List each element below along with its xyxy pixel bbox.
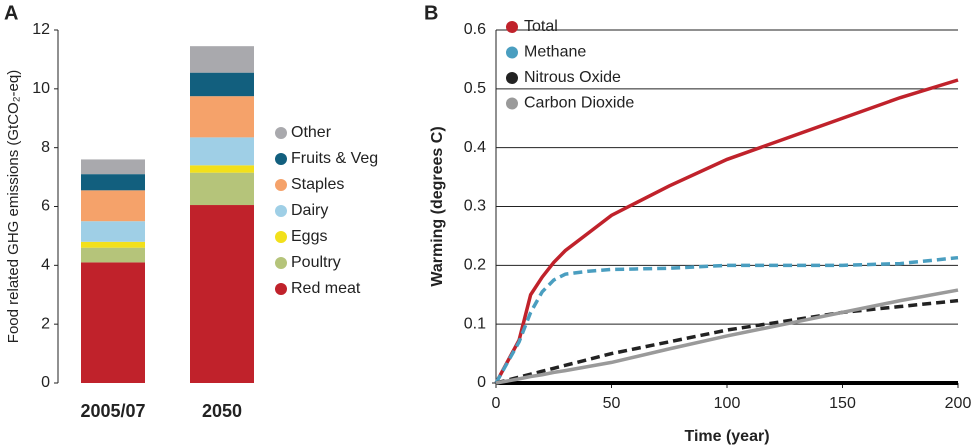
bar-segment	[81, 262, 145, 383]
legend-marker	[275, 205, 287, 217]
legend-label: Other	[291, 124, 332, 141]
y-tick-label: 0.1	[464, 315, 486, 332]
legend-marker	[275, 153, 287, 165]
y-tick-label: 4	[41, 257, 50, 274]
x-tick-label: 2050	[202, 401, 242, 421]
series-line	[495, 288, 959, 385]
y-tick-label: 12	[32, 21, 50, 38]
x-tick-label: 150	[829, 395, 856, 412]
bar-segment	[190, 172, 254, 206]
series-line	[494, 255, 959, 384]
y-tick-label: 8	[41, 139, 50, 156]
x-tick-label: 2005/07	[80, 401, 145, 421]
x-tick-label: 200	[945, 395, 972, 412]
legend-label: Red meat	[291, 280, 361, 297]
bar-segment	[81, 221, 145, 242]
bar-segment	[81, 247, 145, 263]
legend-marker	[506, 21, 518, 33]
panel-label: B	[424, 2, 438, 24]
legend-label: Fruits & Veg	[291, 150, 378, 167]
bar-segment	[81, 159, 145, 175]
bar-segment	[190, 72, 254, 97]
legend-label: Poultry	[291, 254, 341, 271]
x-tick-label: 50	[603, 395, 621, 412]
y-tick-label: 10	[32, 80, 50, 97]
bar-segment	[81, 190, 145, 222]
y-tick-label: 0.3	[464, 198, 486, 215]
y-tick-label: 0.2	[464, 257, 486, 274]
legend-label: Carbon Dioxide	[524, 95, 634, 112]
legend-marker	[506, 97, 518, 110]
y-tick-label: 0.5	[464, 80, 486, 97]
x-tick-label: 0	[492, 395, 501, 412]
y-axis-label: Warming (degrees C)	[429, 126, 446, 286]
bar-segment	[190, 96, 254, 138]
y-tick-label: 0	[477, 374, 486, 391]
legend-marker	[275, 127, 287, 139]
legend-marker	[275, 257, 287, 269]
legend-label: Nitrous Oxide	[524, 69, 621, 86]
legend-label: Total	[524, 18, 558, 35]
y-axis-label: Food related GHG emissions (GtCO₂-eq)	[5, 70, 22, 343]
bar-segment	[190, 205, 254, 383]
bar-segment	[190, 46, 254, 73]
y-tick-label: 0	[41, 374, 50, 391]
y-tick-label: 2	[41, 315, 50, 332]
y-tick-label: 0.6	[464, 21, 486, 38]
legend-marker	[275, 231, 287, 243]
legend-marker	[275, 179, 287, 191]
legend-label: Eggs	[291, 228, 327, 245]
legend-marker	[275, 283, 287, 295]
series-line	[494, 78, 959, 384]
y-tick-label: 6	[41, 198, 50, 215]
bar-segment	[81, 174, 145, 191]
bar-segment	[190, 165, 254, 173]
legend-label: Staples	[291, 176, 344, 193]
legend-label: Dairy	[291, 202, 328, 219]
legend-label: Methane	[524, 44, 586, 61]
x-axis-label: Time (year)	[684, 428, 769, 445]
x-tick-label: 100	[714, 395, 741, 412]
bar-segment	[81, 241, 145, 248]
legend-marker	[506, 46, 518, 59]
legend-marker	[506, 72, 518, 84]
panel-label: A	[4, 2, 18, 24]
bar-segment	[190, 137, 254, 166]
y-tick-label: 0.4	[464, 139, 486, 156]
